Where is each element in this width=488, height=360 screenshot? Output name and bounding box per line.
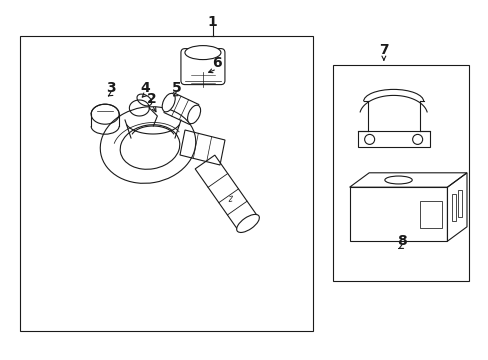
Text: 6: 6 — [212, 56, 221, 70]
Bar — [349, 187, 447, 241]
Text: 5: 5 — [171, 81, 181, 95]
Bar — [332, 65, 468, 281]
Text: 3: 3 — [106, 81, 116, 95]
Text: 4: 4 — [140, 81, 150, 95]
Bar — [451, 194, 455, 221]
Ellipse shape — [187, 105, 200, 124]
Text: 2: 2 — [147, 92, 157, 106]
Text: 7: 7 — [378, 44, 388, 57]
Bar — [357, 131, 429, 147]
Bar — [457, 190, 461, 217]
Text: 1: 1 — [207, 15, 217, 28]
Ellipse shape — [236, 215, 259, 233]
Ellipse shape — [184, 46, 221, 60]
Text: 8: 8 — [396, 234, 406, 248]
Bar — [419, 201, 441, 228]
Ellipse shape — [162, 93, 175, 112]
Bar — [20, 36, 312, 331]
